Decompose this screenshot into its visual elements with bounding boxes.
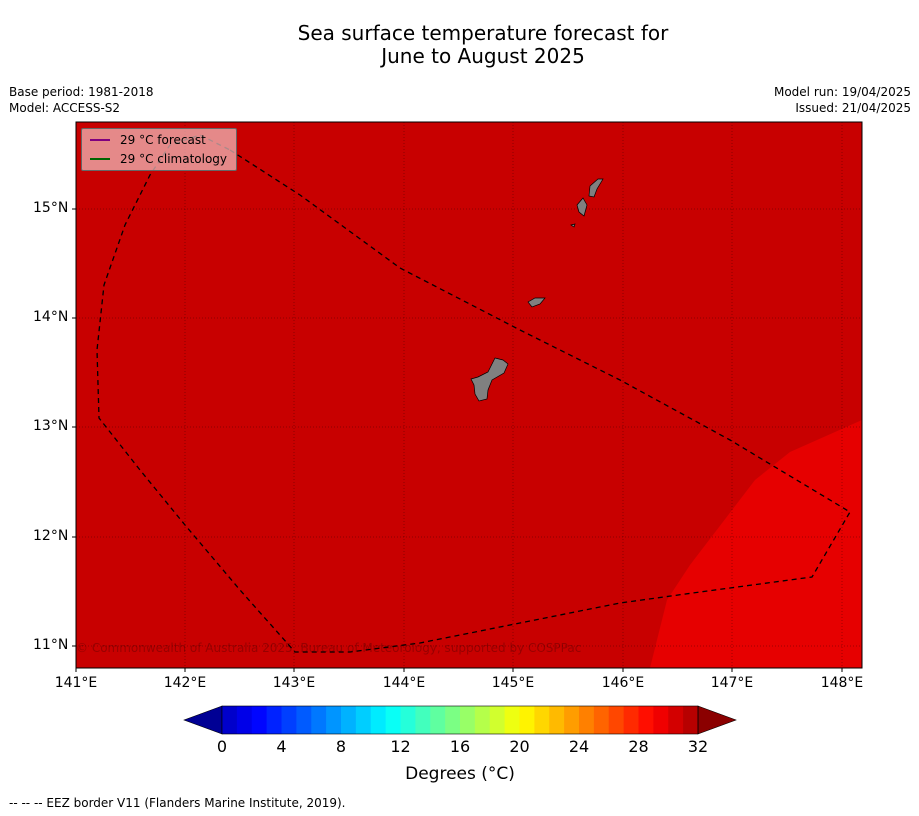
- colorbar-segment: [504, 706, 520, 734]
- cbar-tick-4: 4: [276, 737, 287, 756]
- colorbar-segment: [564, 706, 580, 734]
- chart-title: Sea surface temperature forecast for Jun…: [0, 22, 919, 68]
- colorbar-segment: [341, 706, 357, 734]
- lon-label-147: 147°E: [710, 675, 754, 691]
- colorbar-segment: [296, 706, 312, 734]
- climatology-line-swatch: [90, 158, 110, 160]
- colorbar-segment: [489, 706, 506, 734]
- cbar-tick-8: 8: [335, 737, 347, 756]
- model-name: Model: ACCESS-S2: [9, 101, 121, 115]
- colorbar-segment: [236, 706, 253, 734]
- cbar-tick-12: 12: [390, 737, 411, 756]
- gridlines: [76, 122, 862, 668]
- legend-climatology-label: 29 °C climatology: [120, 152, 228, 166]
- colorbar-title: Degrees (°C): [405, 764, 515, 784]
- legend-forecast: 29 °C forecast: [90, 132, 206, 148]
- forecast-line-swatch: [90, 139, 110, 141]
- map-frame: [75, 121, 863, 669]
- colorbar-under-arrow: [183, 705, 223, 735]
- colorbar-segment: [415, 706, 431, 734]
- title-line-2: June to August 2025: [381, 44, 585, 68]
- legend-forecast-label: 29 °C forecast: [120, 133, 206, 147]
- colorbar-segment: [311, 706, 327, 734]
- colorbar-segment: [608, 706, 625, 734]
- rota-island: [527, 297, 546, 308]
- colorbar-segment: [460, 706, 476, 734]
- lon-label-148: 148°E: [820, 675, 864, 691]
- lat-label-13: 13°N: [33, 418, 69, 434]
- colorbar-segment: [445, 706, 461, 734]
- lon-label-143: 143°E: [272, 675, 316, 691]
- lon-label-142: 142°E: [163, 675, 207, 691]
- lon-label-144: 144°E: [382, 675, 426, 691]
- colorbar-segment: [653, 706, 669, 734]
- title-line-1: Sea surface temperature forecast for: [297, 21, 669, 45]
- colorbar-segment: [683, 706, 699, 734]
- colorbar-segment: [430, 706, 446, 734]
- meta-left: Base period: 1981-2018 Model: ACCESS-S2: [9, 84, 154, 116]
- cbar-tick-32: 32: [687, 737, 709, 756]
- copyright-notice: © Commonwealth of Australia 2025, Bureau…: [76, 641, 582, 655]
- cbar-tick-0: 0: [216, 737, 228, 756]
- eez-footnote: -- -- -- EEZ border V11 (Flanders Marine…: [9, 796, 346, 810]
- colorbar-segment: [668, 706, 684, 734]
- colorbar-segment: [638, 706, 654, 734]
- legend-climatology: 29 °C climatology: [90, 151, 227, 167]
- colorbar-segment: [385, 706, 401, 734]
- map-legend: 29 °C forecast 29 °C climatology: [81, 128, 237, 171]
- saipan-island: [588, 178, 604, 198]
- lon-ticks: [75, 668, 843, 672]
- lat-label-11: 11°N: [33, 637, 69, 653]
- tinian-island: [576, 197, 588, 217]
- colorbar-segment: [579, 706, 595, 734]
- cbar-tick-20: 20: [509, 737, 530, 756]
- colorbar-segment: [326, 706, 342, 734]
- aguijan-island: [570, 223, 576, 228]
- colorbar-over-arrow: [697, 705, 737, 735]
- colorbar: [183, 705, 737, 735]
- issued-date: Issued: 21/04/2025: [795, 101, 911, 115]
- lon-label-146: 146°E: [601, 675, 645, 691]
- land-islands: [470, 178, 604, 402]
- cbar-tick-16: 16: [449, 737, 471, 756]
- lat-label-15: 15°N: [33, 200, 69, 216]
- colorbar-segment: [534, 706, 550, 734]
- model-run: Model run: 19/04/2025: [773, 85, 911, 99]
- lat-label-14: 14°N: [33, 309, 69, 325]
- eez-border: [96, 134, 851, 653]
- colorbar-segment: [623, 706, 639, 734]
- lat-ticks: [72, 208, 76, 647]
- cbar-tick-24: 24: [568, 737, 590, 756]
- colorbar-segment: [549, 706, 565, 734]
- colorbar-segment: [519, 706, 535, 734]
- guam-island: [470, 357, 509, 402]
- lon-label-145: 145°E: [491, 675, 535, 691]
- colorbar-segment: [222, 706, 238, 734]
- lon-label-141: 141°E: [54, 675, 98, 691]
- lat-label-12: 12°N: [33, 528, 69, 544]
- sst-warm-field: [650, 420, 862, 668]
- cbar-tick-28: 28: [628, 737, 649, 756]
- colorbar-segment: [251, 706, 268, 734]
- base-period: Base period: 1981-2018: [9, 85, 154, 99]
- colorbar-segment: [474, 706, 491, 734]
- colorbar-segment: [370, 706, 387, 734]
- colorbar-segment: [400, 706, 416, 734]
- colorbar-segment: [593, 706, 610, 734]
- colorbar-frame: [221, 705, 699, 735]
- colorbar-segment: [266, 706, 282, 734]
- meta-right: Model run: 19/04/2025 Issued: 21/04/2025: [774, 84, 911, 116]
- colorbar-segment: [355, 706, 372, 734]
- colorbar-segment: [281, 706, 297, 734]
